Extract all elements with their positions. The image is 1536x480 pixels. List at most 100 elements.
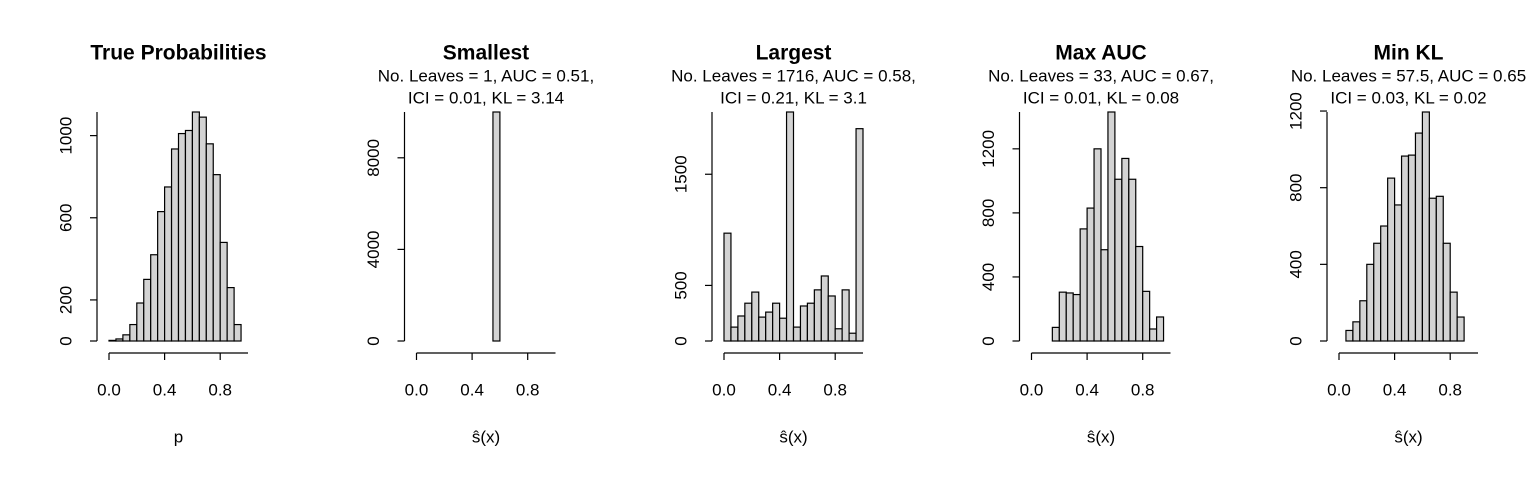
bar	[122, 334, 131, 342]
bar	[108, 339, 117, 342]
y-tick-label: 0	[979, 336, 998, 345]
panel-title: Max AUC	[1055, 42, 1146, 65]
panel-subtitle: No. Leaves = 33, AUC = 0.67,	[988, 66, 1214, 85]
bar	[1373, 242, 1382, 342]
x-tick-label: 0.4	[1075, 380, 1099, 399]
panel-title: Min KL	[1374, 42, 1444, 65]
x-axis-label: p	[174, 427, 183, 446]
y-tick-label: 1200	[979, 130, 998, 168]
bar	[1121, 157, 1130, 342]
bar	[827, 295, 836, 342]
x-tick-label: 0.8	[1438, 380, 1462, 399]
y-tick-label: 0	[1286, 336, 1305, 345]
bar	[205, 143, 214, 342]
y-tick-label: 200	[56, 286, 75, 314]
x-tick-label: 0.0	[712, 380, 736, 399]
bar	[834, 328, 843, 342]
bar	[1366, 263, 1375, 342]
x-tick-label: 0.0	[1327, 380, 1351, 399]
x-tick-label: 0.8	[516, 380, 540, 399]
bar	[1114, 178, 1123, 342]
panel-subtitle: ICI = 0.01, KL = 3.14	[408, 88, 564, 107]
bar	[1456, 316, 1465, 342]
panel-subtitle: ICI = 0.03, KL = 0.02	[1330, 88, 1486, 107]
bar	[170, 148, 180, 342]
x-axis-label: ŝ(x)	[779, 427, 807, 446]
bar	[813, 289, 822, 342]
bar	[1107, 111, 1116, 342]
bar	[1079, 228, 1088, 342]
bar	[198, 116, 207, 342]
bar	[1135, 245, 1144, 342]
x-tick-label: 0.4	[1383, 380, 1407, 399]
y-tick-label: 1500	[671, 155, 690, 193]
bar	[1072, 293, 1081, 342]
y-tick-label: 0	[56, 336, 75, 345]
bar	[1051, 326, 1060, 342]
bar	[855, 128, 864, 342]
bar	[730, 326, 739, 342]
panel-title: True Probabilities	[90, 42, 266, 65]
x-axis-label: ŝ(x)	[1087, 427, 1115, 446]
x-tick-label: 0.0	[97, 380, 121, 399]
panel-subtitle: ICI = 0.21, KL = 3.1	[720, 88, 867, 107]
bar	[1400, 155, 1410, 342]
bar	[1414, 132, 1423, 342]
x-tick-label: 0.0	[405, 380, 429, 399]
bar	[1393, 204, 1403, 342]
bar	[792, 326, 802, 342]
bar	[772, 302, 781, 342]
bar	[1442, 242, 1451, 342]
y-tick-label: 8000	[364, 139, 383, 177]
bar	[492, 111, 501, 342]
panel: True Probabilities 0.0 0.4 0.8 p 0 200 600 1000	[56, 42, 266, 447]
bar	[191, 111, 200, 342]
bar	[1345, 329, 1354, 342]
bar	[785, 111, 795, 342]
panel-title: Largest	[756, 42, 832, 65]
x-tick-label: 0.4	[460, 380, 484, 399]
panel-title: Smallest	[443, 42, 529, 65]
y-tick-label: 800	[1286, 174, 1305, 202]
bar	[1093, 148, 1102, 342]
panel-subtitle: No. Leaves = 57.5, AUC = 0.65	[1291, 66, 1526, 85]
x-axis-label: ŝ(x)	[1394, 427, 1422, 446]
y-tick-label: 400	[979, 263, 998, 291]
panel-subtitle: ICI = 0.01, KL = 0.08	[1023, 88, 1179, 107]
bar	[177, 132, 187, 342]
bar	[184, 129, 193, 342]
bar	[143, 278, 152, 342]
bar	[1380, 225, 1389, 342]
y-tick-label: 400	[1286, 250, 1305, 278]
y-tick-label: 1000	[56, 117, 75, 155]
bar	[1435, 195, 1444, 342]
y-tick-label: 500	[671, 271, 690, 299]
bar	[1058, 291, 1067, 342]
bar	[164, 186, 173, 342]
bar	[744, 302, 753, 342]
bar	[1128, 178, 1137, 342]
panel-subtitle: No. Leaves = 1, AUC = 0.51,	[378, 66, 594, 85]
bar	[848, 332, 857, 342]
bar	[1100, 249, 1109, 342]
bar	[1352, 321, 1361, 342]
bar	[1142, 290, 1151, 342]
x-axis-label: ŝ(x)	[472, 427, 500, 446]
bar	[1428, 197, 1437, 342]
y-tick-label: 0	[671, 336, 690, 345]
bar	[150, 254, 159, 342]
bar	[115, 338, 124, 342]
x-tick-label: 0.8	[208, 380, 232, 399]
bar	[157, 211, 166, 342]
bar	[226, 287, 235, 342]
y-tick-label: 1200	[1286, 92, 1305, 130]
bar	[806, 302, 815, 342]
bar	[758, 316, 767, 342]
x-tick-label: 0.4	[153, 380, 177, 399]
y-tick-label: 4000	[364, 230, 383, 268]
bar	[1449, 291, 1458, 342]
bar	[1086, 207, 1095, 342]
bar	[129, 323, 138, 342]
